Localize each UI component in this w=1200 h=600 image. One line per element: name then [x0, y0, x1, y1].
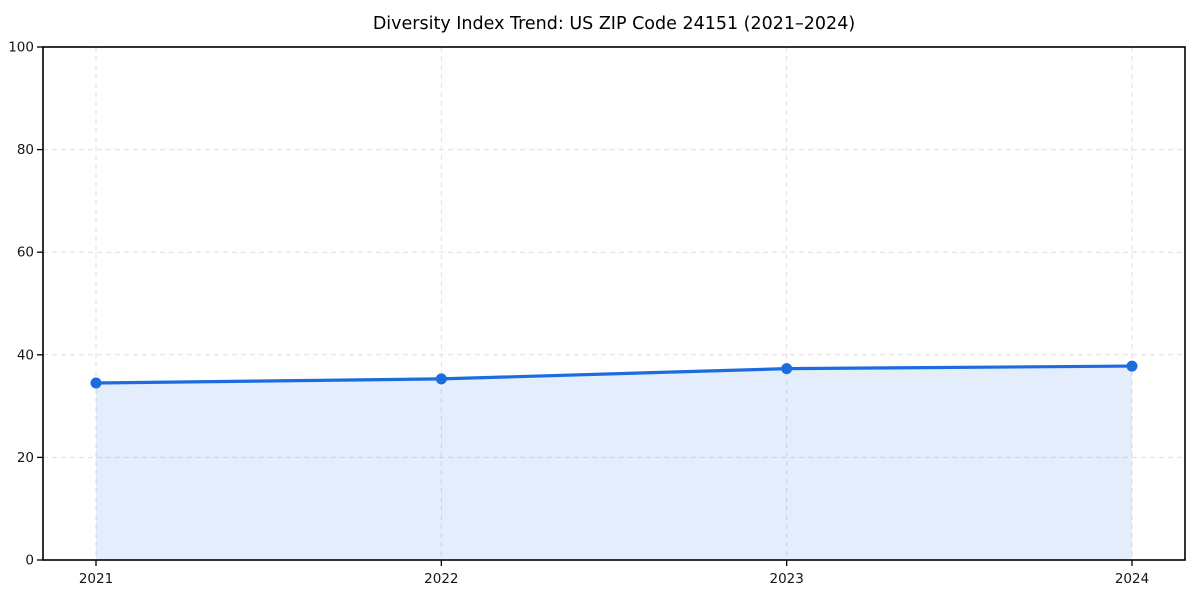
x-tick-label: 2022 [424, 571, 458, 587]
y-tick-label: 100 [8, 40, 34, 56]
y-tick-label: 0 [25, 553, 34, 569]
x-tick-label: 2021 [79, 571, 113, 587]
data-point-2021 [90, 377, 102, 389]
chart-title: Diversity Index Trend: US ZIP Code 24151… [373, 14, 855, 34]
y-tick-label: 80 [17, 142, 34, 158]
x-tick-label: 2024 [1115, 571, 1149, 587]
y-tick-label: 40 [17, 347, 34, 363]
data-point-2024 [1126, 360, 1138, 372]
chart-layer: 0 20 40 60 80 100 2021 2022 2023 2024 [8, 40, 1186, 587]
data-point-2023 [781, 363, 793, 375]
area-fill [96, 366, 1132, 560]
y-tick-label: 60 [17, 245, 34, 261]
x-tick-label: 2023 [769, 571, 803, 587]
trend-line [94, 364, 1134, 385]
y-tick-label: 20 [17, 450, 34, 466]
plot-border [42, 46, 1186, 561]
data-point-2022 [435, 373, 447, 385]
